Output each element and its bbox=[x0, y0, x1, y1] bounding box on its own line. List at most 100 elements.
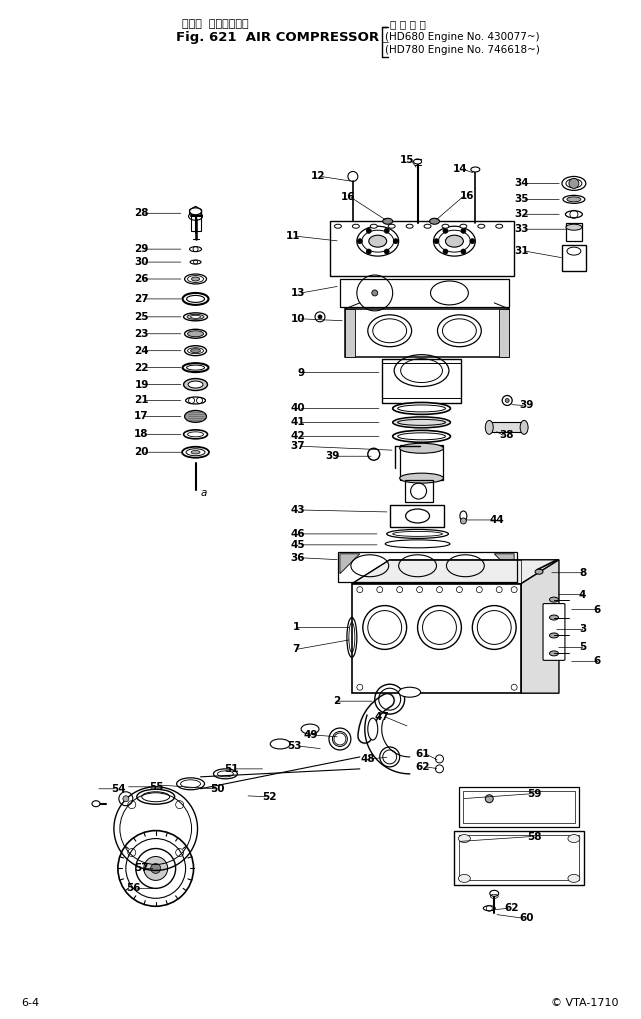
Text: 24: 24 bbox=[134, 345, 149, 356]
Ellipse shape bbox=[188, 381, 203, 388]
Circle shape bbox=[569, 178, 579, 189]
Circle shape bbox=[366, 228, 371, 233]
Text: 48: 48 bbox=[360, 754, 375, 764]
Ellipse shape bbox=[92, 801, 100, 807]
Circle shape bbox=[460, 518, 467, 524]
Ellipse shape bbox=[190, 208, 201, 214]
Circle shape bbox=[144, 857, 168, 880]
Text: 60: 60 bbox=[519, 913, 534, 923]
Text: 30: 30 bbox=[134, 257, 149, 267]
Ellipse shape bbox=[369, 235, 387, 248]
Ellipse shape bbox=[353, 224, 360, 228]
Ellipse shape bbox=[188, 212, 203, 220]
Text: 32: 32 bbox=[515, 209, 529, 219]
Bar bbox=[566, 223, 582, 242]
FancyArrowPatch shape bbox=[365, 700, 387, 737]
Ellipse shape bbox=[460, 224, 467, 228]
Ellipse shape bbox=[549, 597, 558, 602]
Ellipse shape bbox=[442, 224, 449, 228]
Text: 62: 62 bbox=[504, 903, 519, 913]
Circle shape bbox=[461, 228, 466, 233]
Text: 33: 33 bbox=[515, 224, 529, 234]
Ellipse shape bbox=[185, 411, 206, 423]
Circle shape bbox=[318, 315, 322, 319]
Text: 55: 55 bbox=[149, 782, 163, 792]
Text: 61: 61 bbox=[415, 749, 429, 759]
Text: 16: 16 bbox=[460, 192, 474, 202]
Text: 10: 10 bbox=[290, 314, 305, 324]
Text: 62: 62 bbox=[415, 762, 429, 771]
Ellipse shape bbox=[185, 274, 206, 284]
Ellipse shape bbox=[549, 633, 558, 638]
Ellipse shape bbox=[190, 208, 201, 215]
Text: 36: 36 bbox=[290, 552, 305, 562]
Text: 56: 56 bbox=[126, 883, 141, 894]
Text: 51: 51 bbox=[224, 764, 238, 773]
Bar bbox=[330, 221, 514, 276]
Bar bbox=[404, 480, 433, 502]
Bar bbox=[390, 505, 444, 527]
Ellipse shape bbox=[549, 651, 558, 656]
Ellipse shape bbox=[335, 224, 342, 228]
Polygon shape bbox=[352, 559, 559, 584]
Text: Fig. 621  AIR COMPRESSOR: Fig. 621 AIR COMPRESSOR bbox=[176, 31, 379, 44]
Text: (HD680 Engine No. 430077~): (HD680 Engine No. 430077~) bbox=[385, 32, 539, 42]
Text: 1: 1 bbox=[293, 623, 300, 633]
Text: 14: 14 bbox=[453, 164, 467, 174]
Text: 52: 52 bbox=[262, 792, 277, 802]
Bar bbox=[338, 552, 517, 582]
Text: 13: 13 bbox=[290, 288, 305, 298]
Bar bbox=[340, 279, 509, 307]
Text: 25: 25 bbox=[134, 312, 149, 322]
Text: 22: 22 bbox=[134, 363, 149, 373]
Text: 45: 45 bbox=[290, 540, 305, 550]
Bar bbox=[489, 423, 524, 432]
Ellipse shape bbox=[191, 450, 200, 454]
Text: 4: 4 bbox=[579, 590, 587, 599]
Text: 34: 34 bbox=[515, 178, 529, 189]
Text: 6: 6 bbox=[594, 604, 601, 614]
Ellipse shape bbox=[393, 417, 451, 428]
Text: 9: 9 bbox=[298, 368, 305, 378]
Circle shape bbox=[372, 290, 378, 296]
Ellipse shape bbox=[383, 218, 393, 224]
Text: 35: 35 bbox=[515, 195, 529, 205]
Ellipse shape bbox=[460, 511, 467, 521]
Ellipse shape bbox=[192, 277, 199, 281]
Text: 39: 39 bbox=[519, 400, 533, 411]
Ellipse shape bbox=[388, 224, 395, 228]
Text: 6: 6 bbox=[594, 656, 601, 666]
Text: 46: 46 bbox=[290, 529, 305, 539]
Circle shape bbox=[384, 249, 389, 254]
Ellipse shape bbox=[190, 348, 201, 353]
Circle shape bbox=[384, 228, 389, 233]
Ellipse shape bbox=[458, 874, 470, 882]
Circle shape bbox=[434, 238, 439, 244]
Ellipse shape bbox=[399, 443, 444, 453]
Text: 5: 5 bbox=[579, 642, 586, 652]
Ellipse shape bbox=[568, 835, 580, 843]
Text: 50: 50 bbox=[210, 784, 225, 794]
Text: 21: 21 bbox=[134, 395, 149, 406]
Text: 29: 29 bbox=[135, 245, 149, 254]
Text: a: a bbox=[201, 488, 207, 498]
Ellipse shape bbox=[458, 835, 470, 843]
Text: 40: 40 bbox=[290, 404, 305, 414]
Ellipse shape bbox=[485, 421, 493, 434]
Circle shape bbox=[443, 228, 448, 233]
FancyBboxPatch shape bbox=[543, 603, 565, 660]
Text: 44: 44 bbox=[489, 515, 504, 525]
Bar bbox=[345, 309, 355, 357]
Ellipse shape bbox=[399, 687, 420, 697]
Text: 26: 26 bbox=[134, 274, 149, 284]
Text: 23: 23 bbox=[134, 329, 149, 338]
Ellipse shape bbox=[188, 331, 203, 336]
Text: 57: 57 bbox=[134, 863, 149, 873]
Ellipse shape bbox=[429, 218, 440, 224]
Ellipse shape bbox=[478, 224, 485, 228]
Text: 39: 39 bbox=[326, 451, 340, 462]
Ellipse shape bbox=[567, 197, 581, 202]
Text: 18: 18 bbox=[134, 429, 149, 439]
Bar bbox=[460, 835, 579, 880]
Circle shape bbox=[470, 238, 475, 244]
